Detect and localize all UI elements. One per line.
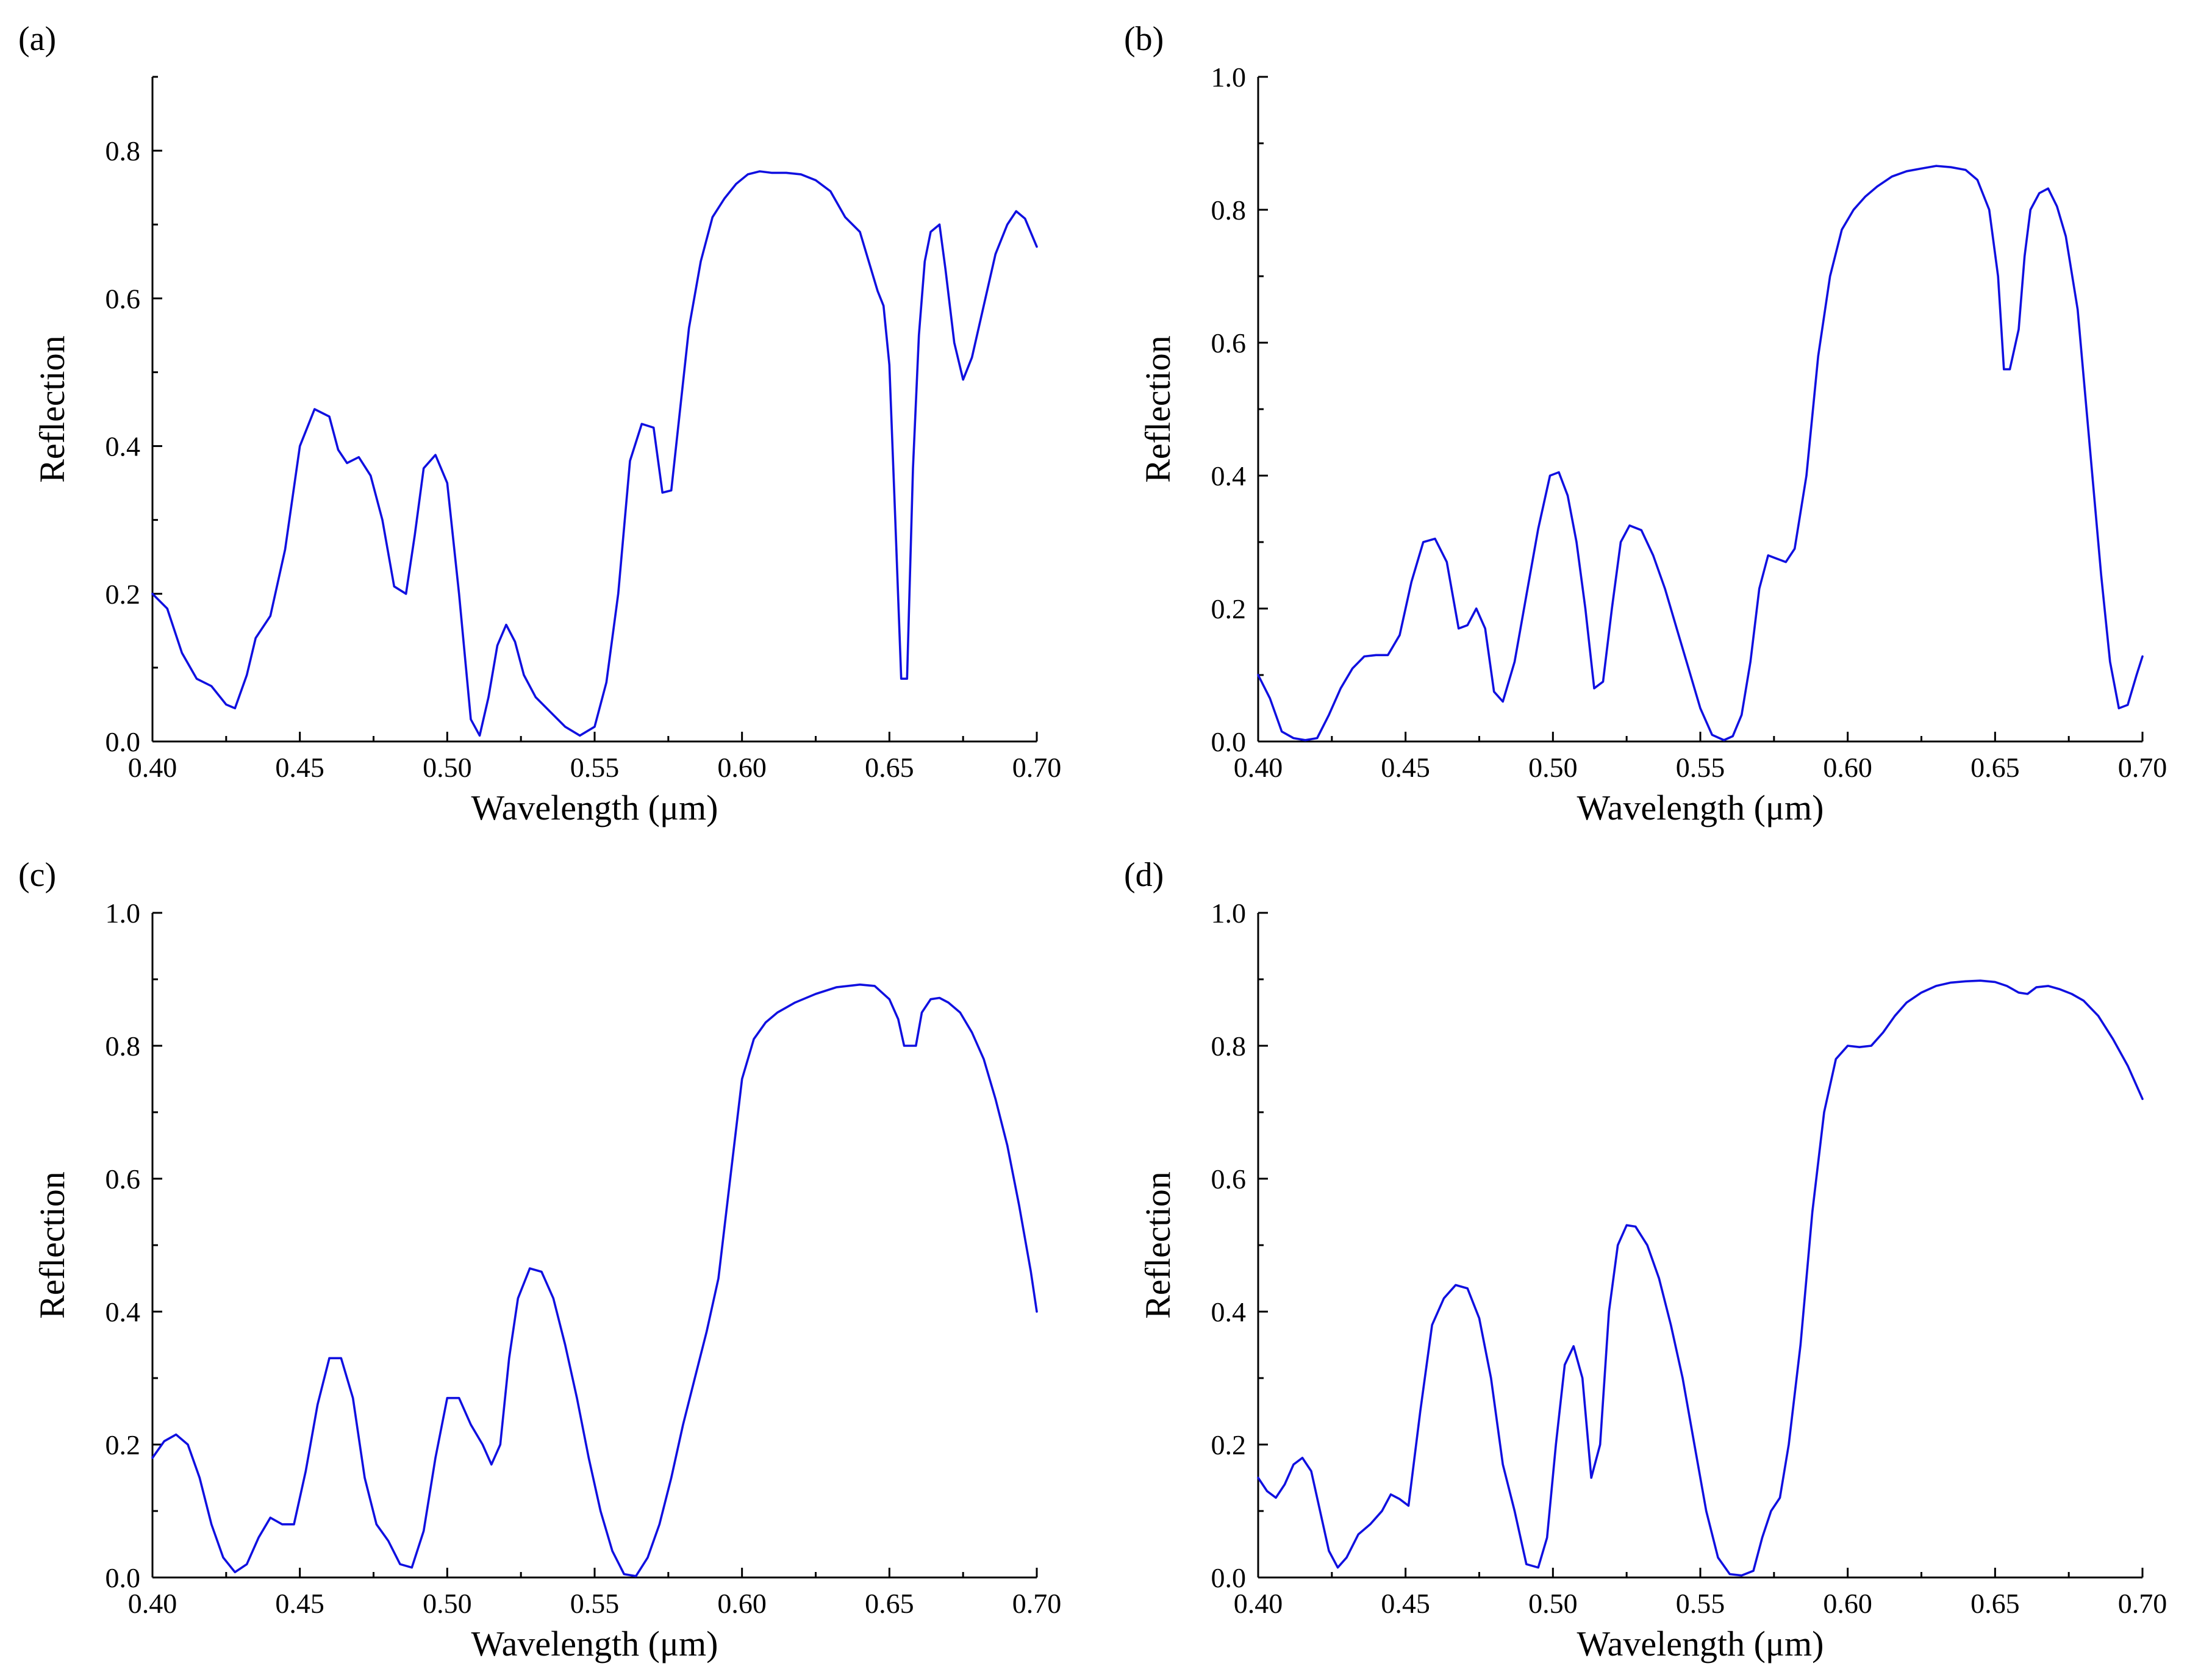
y-axis-title-a: Reflection	[32, 335, 72, 483]
chart-panel-d: (d) 0.40 0.45 0.50 0.55 0.60 0.65 0.70 0.0 0.2 0.4…	[1106, 836, 2211, 1672]
y-axis-title-d: Reflection	[1138, 1171, 1178, 1319]
chart-svg-b: (b) 0.40 0.45 0.50 0.55 0.60 0.65 0.70 0.0 0.2 0.4…	[1124, 20, 2167, 827]
y-tick-label-a: 0.0	[106, 726, 141, 757]
y-tick-label-d: 0.2	[1211, 1429, 1247, 1460]
x-tick-label-d: 0.65	[1970, 1588, 2020, 1619]
x-tick-label-c: 0.50	[423, 1588, 472, 1619]
panel-label-a: (a)	[18, 20, 56, 58]
y-tick-label-c: 1.0	[106, 898, 141, 929]
y-tick-label-a: 0.8	[106, 135, 141, 166]
x-tick-label-a: 0.55	[570, 752, 620, 783]
y-tick-label-d: 0.4	[1211, 1296, 1247, 1327]
x-tick-label-d: 0.40	[1234, 1588, 1283, 1619]
x-tick-label-a: 0.65	[865, 752, 914, 783]
x-tick-label-d: 0.60	[1823, 1588, 1872, 1619]
y-tick-label-a: 0.2	[106, 579, 141, 610]
x-tick-label-a: 0.70	[1012, 752, 1062, 783]
x-tick-label-b: 0.60	[1823, 752, 1872, 783]
x-tick-label-c: 0.60	[717, 1588, 767, 1619]
chart-panel-a: (a) 0.40 0.45 0.50 0.55 0.60 0.65 0.70 0.0 0.2 0.4…	[0, 0, 1106, 836]
chart-svg-a: (a) 0.40 0.45 0.50 0.55 0.60 0.65 0.70 0.0 0.2 0.4…	[18, 20, 1062, 827]
x-tick-label-c: 0.45	[275, 1588, 324, 1619]
x-tick-label-a: 0.60	[717, 752, 767, 783]
y-tick-label-d: 0.0	[1211, 1562, 1247, 1593]
y-tick-label-d: 0.8	[1211, 1031, 1247, 1062]
x-axis-title-b: Wavelength (μm)	[1577, 788, 1824, 827]
x-tick-label-d: 0.70	[2118, 1588, 2167, 1619]
y-tick-label-b: 0.8	[1211, 195, 1247, 226]
y-tick-label-a: 0.6	[106, 283, 141, 314]
x-tick-label-c: 0.40	[128, 1588, 177, 1619]
y-tick-label-d: 0.6	[1211, 1163, 1247, 1195]
x-axis-title-d: Wavelength (μm)	[1577, 1624, 1824, 1663]
x-tick-label-a: 0.40	[128, 752, 177, 783]
y-tick-label-d: 1.0	[1211, 898, 1247, 929]
y-tick-label-b: 0.4	[1211, 460, 1247, 491]
y-tick-label-b: 0.2	[1211, 593, 1247, 624]
x-tick-label-b: 0.45	[1381, 752, 1430, 783]
reflection-line-a	[151, 170, 1038, 737]
reflection-line-c	[151, 983, 1038, 1577]
y-tick-label-b: 0.6	[1211, 327, 1247, 359]
reflection-line-d	[1257, 979, 2144, 1577]
x-tick-label-b: 0.40	[1234, 752, 1283, 783]
y-tick-label-a: 0.4	[106, 431, 141, 462]
reflection-line-b	[1257, 165, 2144, 741]
x-tick-label-b: 0.70	[2118, 752, 2167, 783]
y-axis-title-c: Reflection	[32, 1171, 72, 1319]
x-tick-label-d: 0.45	[1381, 1588, 1430, 1619]
chart-svg-c: (c) 0.40 0.45 0.50 0.55 0.60 0.65 0.70 0.0 0.2 0.4…	[18, 856, 1062, 1663]
x-tick-label-a: 0.45	[275, 752, 324, 783]
panel-label-b: (b)	[1124, 20, 1164, 58]
x-tick-label-c: 0.70	[1012, 1588, 1062, 1619]
x-tick-label-b: 0.65	[1970, 752, 2020, 783]
x-tick-label-d: 0.50	[1528, 1588, 1578, 1619]
y-tick-label-c: 0.0	[106, 1562, 141, 1593]
x-axis-title-c: Wavelength (μm)	[471, 1624, 718, 1663]
x-tick-label-c: 0.55	[570, 1588, 620, 1619]
x-axis-title-a: Wavelength (μm)	[471, 788, 718, 827]
y-tick-label-c: 0.8	[106, 1031, 141, 1062]
y-tick-label-c: 0.4	[106, 1296, 141, 1327]
y-axis-title-b: Reflection	[1138, 335, 1178, 483]
y-tick-label-c: 0.6	[106, 1163, 141, 1195]
y-tick-label-b: 0.0	[1211, 726, 1247, 757]
x-tick-label-c: 0.65	[865, 1588, 914, 1619]
x-tick-label-d: 0.55	[1676, 1588, 1725, 1619]
x-tick-label-b: 0.50	[1528, 752, 1578, 783]
chart-svg-d: (d) 0.40 0.45 0.50 0.55 0.60 0.65 0.70 0.0 0.2 0.4…	[1124, 856, 2167, 1663]
chart-panel-b: (b) 0.40 0.45 0.50 0.55 0.60 0.65 0.70 0.0 0.2 0.4…	[1106, 0, 2211, 836]
panel-label-c: (c)	[18, 856, 56, 894]
y-tick-label-c: 0.2	[106, 1429, 141, 1460]
panel-label-d: (d)	[1124, 856, 1164, 894]
chart-panel-c: (c) 0.40 0.45 0.50 0.55 0.60 0.65 0.70 0.0 0.2 0.4…	[0, 836, 1106, 1672]
x-tick-label-b: 0.55	[1676, 752, 1725, 783]
x-tick-label-a: 0.50	[423, 752, 472, 783]
y-tick-label-b: 1.0	[1211, 62, 1247, 93]
